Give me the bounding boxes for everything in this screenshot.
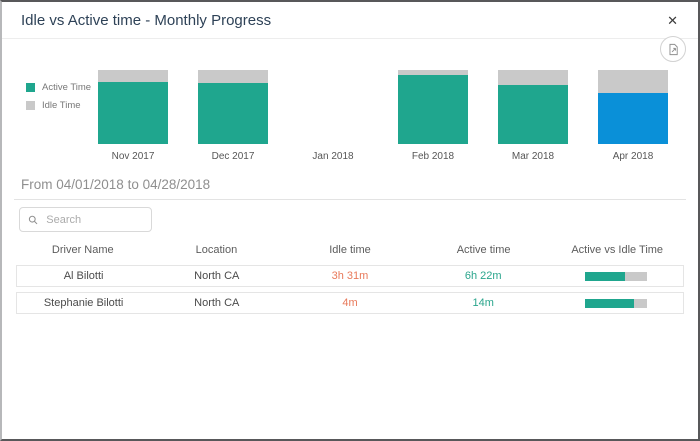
section-divider [14, 199, 686, 200]
cell-location: North CA [194, 297, 240, 309]
month-label: Jan 2018 [312, 151, 354, 162]
month-label: Nov 2017 [111, 151, 155, 162]
idle-segment [598, 70, 668, 93]
legend-label: Active Time [42, 82, 92, 93]
export-chart-button[interactable] [660, 36, 686, 62]
active-vs-idle-bar [585, 298, 648, 308]
chart-month-slot[interactable]: Jan 2018 [283, 70, 383, 162]
chart-month-slot[interactable]: Feb 2018 [383, 70, 483, 162]
column-header: Driver Name [51, 244, 114, 256]
table-row[interactable]: Stephanie Bilotti North CA 4m 14m [16, 292, 684, 314]
column-header: Location [195, 244, 238, 256]
drivers-table: Driver Name Location Idle time Active time A… [16, 240, 684, 319]
stacked-bar[interactable] [598, 70, 668, 144]
active-segment [598, 92, 668, 144]
close-icon[interactable]: ✕ [663, 11, 682, 31]
stacked-bar[interactable] [98, 70, 168, 144]
table-body: Al Bilotti North CA 3h 31m 6h 22m Stepha… [16, 265, 684, 314]
idle-segment [98, 70, 168, 82]
dialog-title: Idle vs Active time - Monthly Progress [21, 11, 272, 29]
active-segment [498, 84, 568, 144]
chart-month-slot[interactable]: Apr 2018 [583, 70, 683, 162]
cell-idle-time: 3h 31m [331, 270, 369, 282]
column-header: Active time [456, 244, 511, 256]
legend-item: Active Time [26, 82, 91, 93]
active-vs-idle-bar [585, 271, 648, 281]
legend-label: Idle Time [42, 100, 81, 111]
date-range-text: From 04/01/2018 to 04/28/2018 [21, 177, 211, 192]
chart-month-slot[interactable]: Dec 2017 [183, 70, 283, 162]
stacked-bar-chart: Nov 2017 Dec 2017 Jan 2018 Feb 2018 Mar … [83, 70, 683, 162]
search-input[interactable] [44, 212, 143, 227]
stacked-bar[interactable] [298, 70, 368, 144]
active-segment [98, 81, 168, 144]
column-header: Idle time [329, 244, 371, 256]
month-label: Feb 2018 [411, 151, 455, 162]
idle-segment [198, 70, 268, 83]
month-label: Mar 2018 [511, 151, 555, 162]
table-header-row: Driver Name Location Idle time Active time A… [16, 240, 684, 260]
legend-item: Idle Time [26, 100, 91, 111]
export-icon [669, 43, 678, 55]
active-vs-idle-fill [585, 298, 634, 308]
search-box [19, 207, 152, 232]
month-label: Dec 2017 [211, 151, 255, 162]
active-segment [398, 75, 468, 144]
active-segment [198, 82, 268, 144]
legend-swatch [26, 101, 35, 110]
cell-active-vs-idle [550, 298, 683, 308]
idle-segment [498, 70, 568, 85]
table-row[interactable]: Al Bilotti North CA 3h 31m 6h 22m [16, 265, 684, 287]
stacked-bar[interactable] [498, 70, 568, 144]
cell-active-time: 14m [472, 297, 494, 309]
cell-driver-name: Stephanie Bilotti [43, 297, 124, 309]
column-header: Active vs Idle Time [571, 244, 664, 256]
chart-month-slot[interactable]: Nov 2017 [83, 70, 183, 162]
active-vs-idle-fill [585, 271, 626, 281]
month-label: Apr 2018 [612, 151, 654, 162]
stacked-bar[interactable] [398, 70, 468, 144]
cell-active-time: 6h 22m [464, 270, 502, 282]
chart-month-slot[interactable]: Mar 2018 [483, 70, 583, 162]
cell-idle-time: 4m [342, 297, 358, 309]
cell-active-vs-idle [550, 271, 683, 281]
search-icon [28, 215, 38, 224]
stacked-bar[interactable] [198, 70, 268, 144]
chart-legend: Active Time Idle Time [26, 82, 91, 111]
dialog-header: Idle vs Active time - Monthly Progress ✕ [2, 2, 698, 39]
cell-driver-name: Al Bilotti [63, 270, 104, 282]
legend-swatch [26, 83, 35, 92]
cell-location: North CA [194, 270, 240, 282]
idle-segment [398, 70, 468, 76]
